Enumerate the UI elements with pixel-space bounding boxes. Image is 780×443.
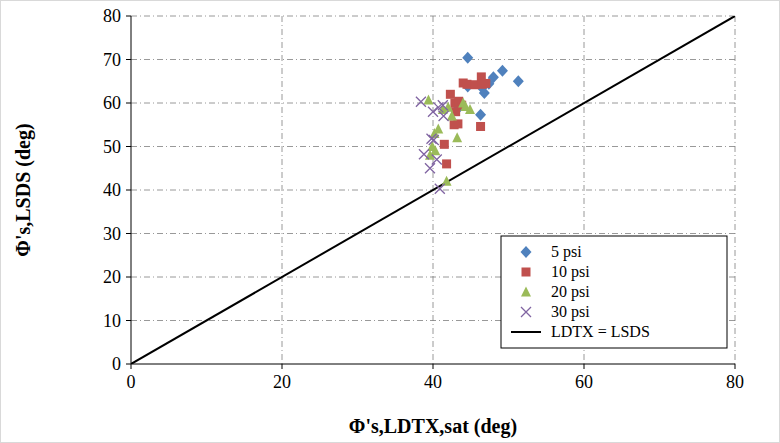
grid-line-x [735, 16, 736, 364]
x-tick [433, 364, 434, 369]
x-tick-label: 60 [575, 372, 593, 392]
point-x [439, 111, 449, 121]
figure-frame [1, 1, 780, 443]
grid-line-x [282, 16, 283, 364]
y-tick-label: 70 [103, 50, 121, 70]
y-tick-label: 20 [103, 267, 121, 287]
y-tick-label: 30 [103, 224, 121, 244]
x-tick [735, 364, 736, 369]
x-tick-label: 40 [424, 372, 442, 392]
chart: 0 10 20 30 40 50 60 70 80 0 20 40 60 80 Φ's,LDTX,sat (… [0, 0, 780, 443]
point-square [476, 122, 485, 131]
point-triangle [430, 145, 440, 155]
point-x [416, 97, 426, 107]
point-diamond [497, 65, 508, 77]
legend-label: LDTX = LSDS [551, 323, 650, 340]
y-tick-label: 40 [103, 180, 121, 200]
x-tick-label: 80 [726, 372, 744, 392]
x-tick [131, 364, 132, 369]
x-tick [282, 364, 283, 369]
point-x [435, 184, 445, 194]
point-x [429, 135, 439, 145]
y-tick [126, 190, 131, 191]
series-points [416, 97, 449, 194]
point-x [428, 107, 438, 117]
y-tick [126, 59, 131, 60]
legend-label: 5 psi [551, 243, 582, 261]
point-diamond [479, 87, 490, 99]
point-triangle [452, 132, 462, 142]
point-square [481, 79, 490, 88]
point-triangle [442, 176, 452, 186]
line-series [131, 16, 735, 364]
y-tick [126, 16, 131, 17]
x-tick-label: 20 [273, 372, 291, 392]
point-triangle [433, 124, 443, 134]
legend-marker [521, 307, 531, 317]
y-tick [126, 146, 131, 147]
y-tick-label: 10 [103, 311, 121, 331]
legend-marker [522, 268, 531, 277]
point-diamond [475, 109, 486, 121]
legend-marker [521, 287, 531, 297]
point-triangle [465, 104, 475, 114]
y-tick-label: 60 [103, 93, 121, 113]
point-x [425, 163, 435, 173]
point-diamond [462, 52, 473, 64]
y-tick [126, 277, 131, 278]
legend-label: 10 psi [551, 263, 590, 281]
legend-line [511, 331, 541, 333]
x-axis-label: Φ's,LDTX,sat (deg) [349, 415, 517, 438]
y-tick [126, 320, 131, 321]
y-tick [126, 233, 131, 234]
y-tick [126, 364, 131, 365]
point-square [440, 140, 449, 149]
point-triangle [423, 94, 433, 104]
y-axis-label: Φ's,LSDS (deg) [12, 123, 35, 256]
x-tick-label: 0 [127, 372, 136, 392]
legend-marker [521, 246, 532, 258]
grid [131, 16, 735, 364]
legend: 5 psi 10 psi 20 psi 30 psi LDTX = LSDS [501, 236, 727, 348]
series-points [423, 94, 475, 185]
x-tick [584, 364, 585, 369]
point-x [419, 149, 429, 159]
point-square [453, 119, 462, 128]
legend-box [501, 236, 727, 348]
y-tick-label: 80 [103, 6, 121, 26]
point-x [432, 155, 442, 165]
legend-label: 20 psi [551, 283, 590, 301]
y-tick-label: 50 [103, 137, 121, 157]
legend-label: 30 psi [551, 303, 590, 321]
plot-area [131, 16, 735, 364]
point-square [446, 90, 455, 99]
point-square [442, 159, 451, 168]
y-tick [126, 103, 131, 104]
point-x [438, 100, 448, 110]
series-points [453, 52, 524, 121]
y-tick-label: 0 [112, 354, 121, 374]
point-diamond [513, 75, 524, 87]
